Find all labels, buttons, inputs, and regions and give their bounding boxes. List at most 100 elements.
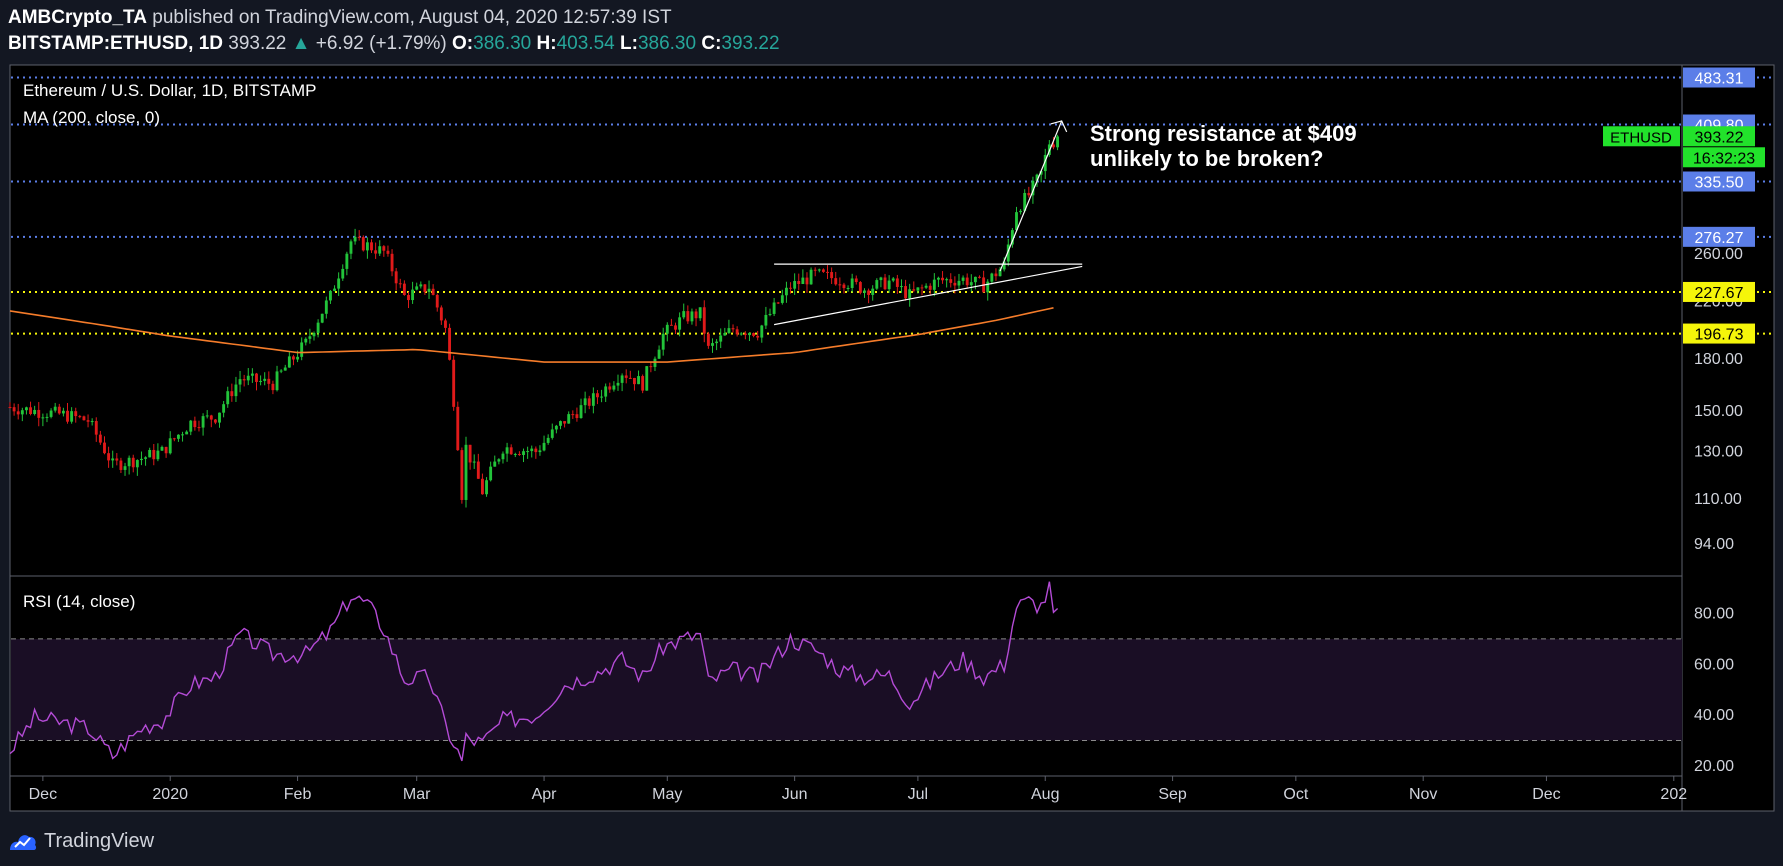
symbol-info: BITSTAMP:ETHUSD, 1D 393.22 ▲ +6.92 (+1.7… [8,33,780,55]
symbol-tag-text: ETHUSD [1610,129,1672,146]
candle-body [731,328,735,330]
candle-body [994,273,998,277]
candle-body [756,335,760,338]
candle-body [505,447,509,454]
candle-body [103,442,106,454]
candle-body [583,398,587,406]
candle-body [90,421,94,423]
candle-body [530,448,534,452]
candle-body [33,409,37,414]
close-label: C: [701,33,722,54]
candle-body [94,421,98,435]
candle-body [255,373,258,382]
candle-body [226,391,230,405]
candle-body [1039,171,1043,175]
countdown-text: 16:32:23 [1693,150,1755,167]
time-tick-label: Nov [1409,786,1437,803]
candle-body [431,288,435,295]
candle-body [657,349,661,359]
level-tag-text: 196.73 [1695,327,1744,344]
candle-body [932,279,936,290]
candle-body [517,453,521,455]
candle-body [341,268,345,279]
candle-body [292,356,295,360]
candle-body [427,288,431,292]
candle-body [809,269,813,285]
candle-body [616,382,620,386]
last-price-text: 393.22 [1695,129,1744,146]
candle-body [49,410,53,417]
candle-body [230,391,234,397]
tradingview-footer[interactable]: TradingView [8,826,154,856]
candle-body [748,333,751,336]
candle-body [887,280,891,290]
candle-body [801,277,805,284]
candle-body [949,279,953,283]
last-price-tag: ETHUSD 393.22 16:32:23 [1603,126,1765,168]
candle-body [838,284,842,286]
candle-body [661,333,665,350]
candle-body [493,461,497,467]
candle-body [1056,136,1060,148]
rsi-tick-label: 80.00 [1694,606,1734,623]
high-value: 403.54 [556,33,615,54]
candle-body [591,393,595,406]
candle-body [702,307,706,334]
time-tick-label: Mar [403,786,431,803]
candle-body [135,460,139,468]
candle-body [941,277,944,281]
candle-body [879,277,883,281]
candle-body [612,385,616,390]
candle-body [271,383,275,391]
candle-body [181,434,184,436]
candle-body [176,434,180,439]
candle-body [780,295,784,303]
candle-body [604,386,608,397]
candle-body [20,410,24,415]
candle-body [168,438,172,454]
price-tick-label: 260.00 [1694,246,1743,263]
candle-body [715,341,719,344]
level-tag [1683,67,1755,88]
candle-body [115,458,119,461]
candle-body [407,295,410,301]
candle-body [674,325,677,330]
candle-body [185,431,189,435]
time-tick-label: Jul [908,786,928,803]
close-value: 393.22 [721,33,780,54]
author-name[interactable]: AMBCrypto_TA [8,7,147,28]
candle-body [1023,192,1027,211]
candle-body [353,236,357,242]
candle-body [978,276,981,278]
candle-body [70,411,74,422]
candle-body [411,289,415,301]
time-tick-label: May [652,786,682,803]
symbol-tag [1603,126,1680,147]
candle-body [863,290,866,293]
candle-body [669,324,673,326]
candle-body [390,253,394,272]
candle-body [1010,230,1014,245]
time-tick-label: Dec [1532,786,1560,803]
low-label: L: [620,33,638,54]
candle-body [953,282,957,286]
candle-body [846,287,850,289]
candle-body [193,420,197,428]
candle-body [965,277,969,286]
candle-body [632,377,636,385]
annotation-line: unlikely to be broken? [1090,146,1323,171]
candle-body [600,396,604,398]
time-tick-label: Oct [1283,786,1308,803]
price-tick-label: 110.00 [1694,491,1742,508]
candle-body [945,279,949,281]
candle-body [287,356,291,368]
candle-body [16,411,20,415]
candle-body [267,378,271,384]
candle-body [308,336,312,339]
candle-body [513,453,517,455]
candle-body [624,375,628,378]
countdown-label [1683,147,1765,168]
candle-body [842,284,846,289]
up-arrow-icon: ▲ [291,33,311,54]
